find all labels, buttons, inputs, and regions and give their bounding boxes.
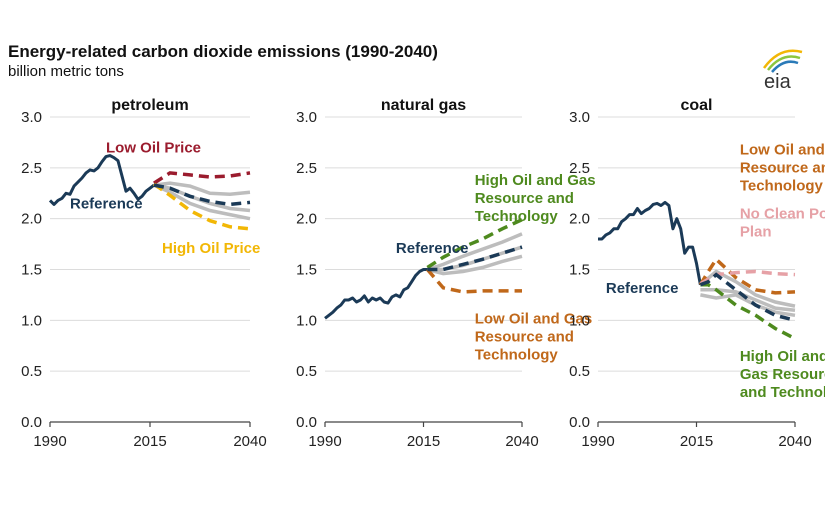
y-tick-label: 0.5 xyxy=(296,363,317,380)
series-label-low-oil-price: Low Oil Price xyxy=(106,140,201,157)
series-label-reference: Reference xyxy=(70,196,143,213)
x-tick-label: 1990 xyxy=(33,433,66,450)
x-tick-label: 1990 xyxy=(308,433,341,450)
y-tick-label: 1.5 xyxy=(569,262,590,279)
side-case-line xyxy=(699,269,796,308)
y-tick-label: 3.0 xyxy=(296,109,317,126)
y-tick-label: 0.0 xyxy=(569,414,590,431)
y-tick-label: 2.5 xyxy=(569,160,590,177)
logo-text: eia xyxy=(764,71,792,93)
y-tick-label: 1.5 xyxy=(21,262,42,279)
y-tick-label: 0.5 xyxy=(21,363,42,380)
panel-natural-gas: 0.0 0.5 1.0 1.5 2.0 2.5 3.0 1990 2015 2040 natural… xyxy=(296,97,595,450)
series-line-low-oil-and-gas-resource-and-technology xyxy=(426,268,522,294)
side-case-line xyxy=(426,232,523,272)
panel-title: coal xyxy=(680,97,712,114)
logo-rays-icon xyxy=(762,49,803,73)
series-label-reference: Reference xyxy=(606,280,679,297)
panel-title: petroleum xyxy=(111,97,188,114)
x-tick-label: 1990 xyxy=(581,433,614,450)
panel-petroleum: 0.0 0.5 1.0 1.5 2.0 2.5 3.0 1990 2015 2040 petrole… xyxy=(21,97,267,450)
series-line-low-oil-price xyxy=(153,171,251,185)
side-case-line xyxy=(426,254,523,276)
history-line xyxy=(324,268,428,320)
chart-subtitle: billion metric tons xyxy=(8,63,124,80)
series-line-reference xyxy=(427,245,523,272)
y-tick-label: 2.0 xyxy=(569,211,590,228)
side-case-line xyxy=(153,181,251,197)
x-tick-label: 2015 xyxy=(407,433,440,450)
series-line-low-oil-and-gas-resource-and-technology xyxy=(698,256,796,295)
y-tick-label: 1.5 xyxy=(296,262,317,279)
series-label-high-oil-price: High Oil Price xyxy=(162,240,260,257)
x-tick-label: 2040 xyxy=(505,433,538,450)
y-tick-label: 2.5 xyxy=(21,160,42,177)
chart-title: Energy-related carbon dioxide emissions … xyxy=(8,42,438,61)
side-case-line xyxy=(153,183,251,221)
panel-title: natural gas xyxy=(381,97,466,114)
y-tick-label: 1.0 xyxy=(296,312,317,329)
series-line-high-oil-and-gas-resource-and-technology xyxy=(426,218,523,269)
series-label-no-clean-power-plan: No Clean PowerPlan xyxy=(740,206,825,241)
panel-coal: 0.0 0.5 1.0 1.5 2.0 2.5 3.0 1990 2015 2040 coal Ref… xyxy=(569,97,825,450)
series-line-no-clean-power-plan xyxy=(699,269,796,286)
x-tick-label: 2015 xyxy=(680,433,713,450)
series-line-high-oil-price xyxy=(152,182,251,231)
side-case-line xyxy=(700,293,796,318)
x-tick-label: 2040 xyxy=(233,433,266,450)
series-label-high-oil-and-gas-resource-and-technology: High Oil and Gas Resource and Technology xyxy=(475,172,596,225)
eia-logo: eia xyxy=(762,49,803,93)
y-tick-label: 1.0 xyxy=(569,312,590,329)
series-line-reference xyxy=(153,183,251,207)
series-line-high-oil-and-gas-resource-and-technology xyxy=(700,283,796,341)
history-line xyxy=(598,200,702,286)
x-tick-label: 2015 xyxy=(133,433,166,450)
series-line-reference xyxy=(699,272,796,322)
y-tick-label: 0.0 xyxy=(21,414,42,431)
y-tick-label: 1.0 xyxy=(21,312,42,329)
series-label-reference: Reference xyxy=(396,240,469,257)
x-tick-label: 2040 xyxy=(778,433,811,450)
y-tick-label: 2.0 xyxy=(21,211,42,228)
y-tick-label: 0.5 xyxy=(569,363,590,380)
y-tick-label: 3.0 xyxy=(21,109,42,126)
history-line xyxy=(48,154,155,206)
y-tick-label: 2.0 xyxy=(296,211,317,228)
y-tick-label: 3.0 xyxy=(569,109,590,126)
y-tick-label: 2.5 xyxy=(296,160,317,177)
y-tick-label: 0.0 xyxy=(296,414,317,431)
